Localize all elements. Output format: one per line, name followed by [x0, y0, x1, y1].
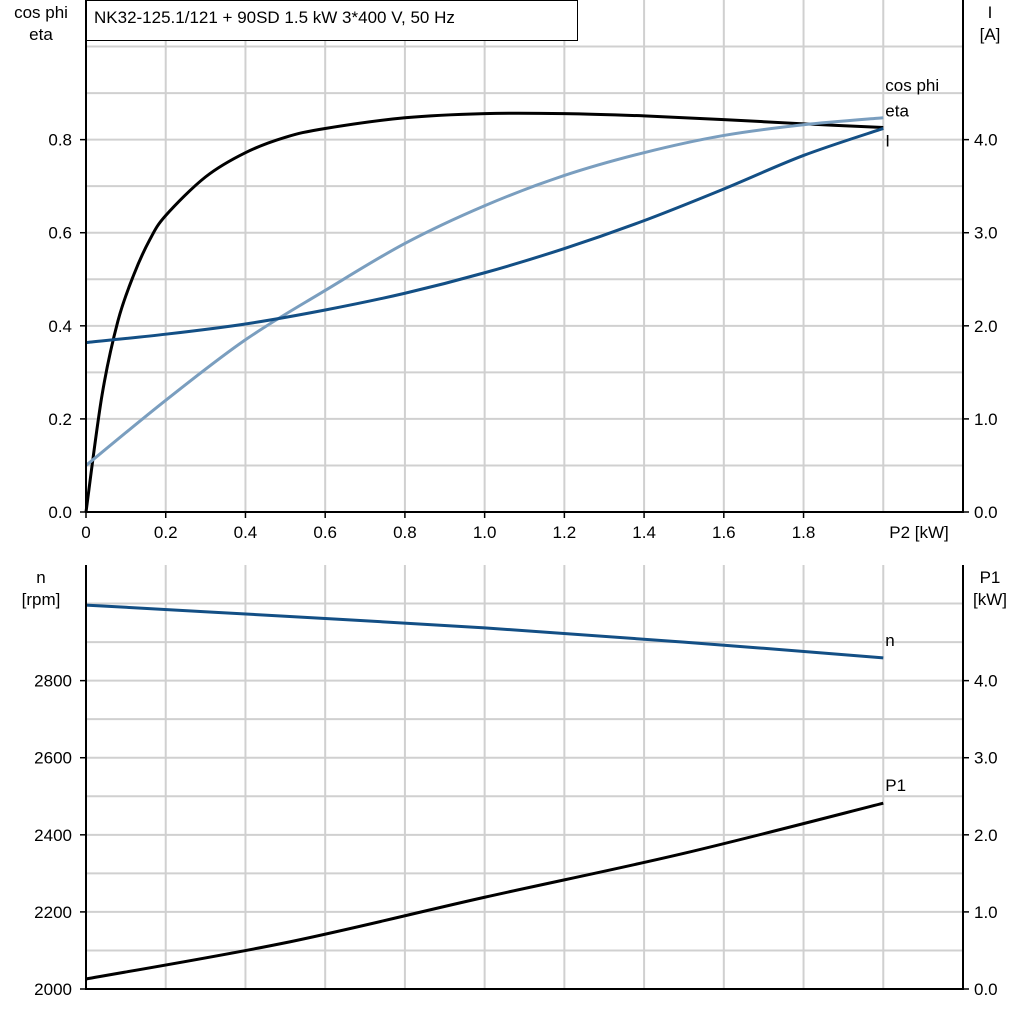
y-axis-label-right: I: [988, 3, 993, 22]
y-tick-label-left: 0.4: [48, 317, 72, 336]
y-tick-label-right: 4.0: [974, 131, 998, 150]
y-tick-label-left: 0.2: [48, 410, 72, 429]
x-tick-label: 0.6: [313, 523, 337, 542]
series-i-line: [85, 127, 884, 345]
y-tick-label-left: 0.6: [48, 224, 72, 243]
y-tick-label-right: 2.0: [974, 317, 998, 336]
y-tick-label-right: 3.0: [974, 749, 998, 768]
title-box: [86, 0, 578, 41]
x-axis-label: P2 [kW]: [889, 523, 949, 542]
series-lines: [84, 111, 884, 981]
x-tick-label: 1.4: [632, 523, 656, 542]
y-tick-label-left: 0.0: [48, 503, 72, 522]
y-axis-label-right: P1: [980, 568, 1001, 587]
x-tick-label: 1.2: [553, 523, 577, 542]
series-label-cos-phi: cos phi: [885, 76, 939, 95]
series-label-i: I: [885, 131, 890, 150]
x-tick-label: 0.8: [393, 523, 417, 542]
y-tick-label-right: 4.0: [974, 672, 998, 691]
series-label-eta: eta: [885, 102, 909, 121]
y-tick-label-right: 1.0: [974, 903, 998, 922]
y-axis-label-left: n: [36, 568, 45, 587]
series-p1-line: [85, 801, 884, 981]
x-tick-label: 1.0: [473, 523, 497, 542]
bottom-grid: [86, 565, 963, 989]
y-tick-label-left: 2600: [34, 749, 72, 768]
y-axis-label-left: eta: [29, 25, 53, 44]
y-tick-label-right: 0.0: [974, 980, 998, 999]
y-axis-label-left: [rpm]: [22, 590, 61, 609]
series-n-line: [85, 603, 884, 660]
y-axis-label-right: [A]: [980, 25, 1001, 44]
y-tick-label-right: 3.0: [974, 224, 998, 243]
axis-labels: 0.0 0.2 0.4 0.6 0.8 0.0 1.0 2.0 3.0 4.0 0 0.2 0.4 0.6…: [14, 3, 1007, 999]
x-tick-label: 0: [81, 523, 90, 542]
y-tick-label-left: 2400: [34, 826, 72, 845]
y-tick-label-right: 0.0: [974, 503, 998, 522]
x-tick-label: 1.8: [792, 523, 816, 542]
axes: [80, 0, 969, 990]
x-tick-label: 1.6: [712, 523, 736, 542]
x-tick-label: 0.4: [234, 523, 258, 542]
y-tick-label-left: 2200: [34, 903, 72, 922]
series-label-p1: P1: [885, 776, 906, 795]
y-tick-label-left: 2800: [34, 672, 72, 691]
y-axis-label-right: [kW]: [973, 590, 1007, 609]
series-label-n: n: [885, 631, 894, 650]
y-tick-label-right: 2.0: [974, 826, 998, 845]
series-cos-phi-line: [85, 116, 884, 467]
chart-title: NK32-125.1/121 + 90SD 1.5 kW 3*400 V, 50…: [94, 8, 455, 27]
top-grid: [86, 0, 963, 512]
y-tick-label-left: 2000: [34, 980, 72, 999]
x-tick-label: 0.2: [154, 523, 178, 542]
series-eta-line: [84, 111, 884, 513]
y-tick-label-left: 0.8: [48, 131, 72, 150]
y-tick-label-right: 1.0: [974, 410, 998, 429]
y-axis-label-left: cos phi: [14, 3, 68, 22]
